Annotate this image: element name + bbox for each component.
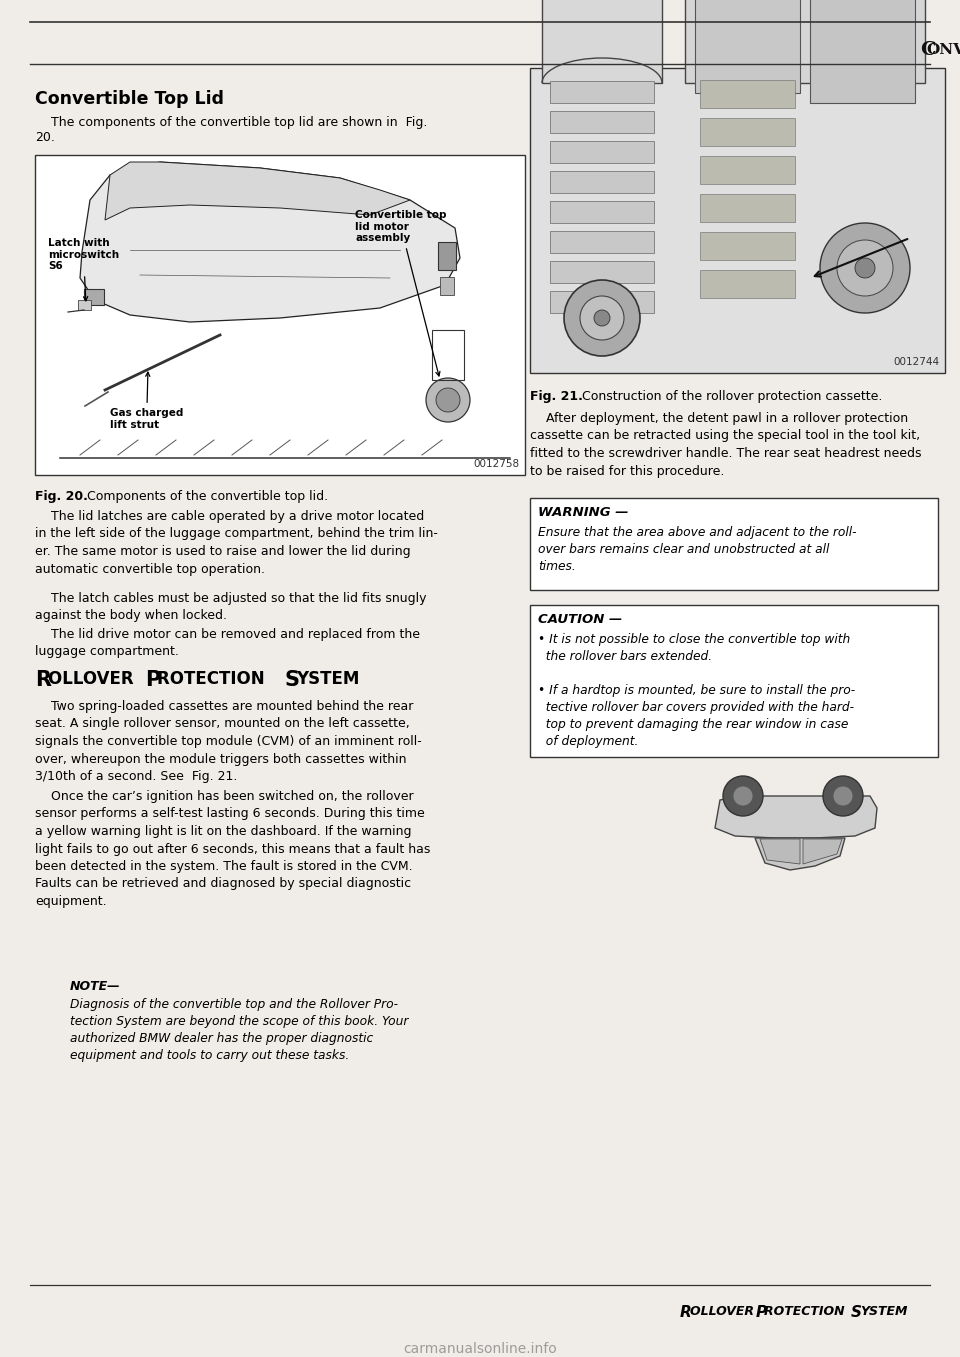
- Text: Convertible Top Lid: Convertible Top Lid: [35, 90, 224, 109]
- Text: ONVERTIBLE: ONVERTIBLE: [926, 43, 960, 57]
- Bar: [542, 0, 662, 83]
- Text: Fig. 20.: Fig. 20.: [35, 490, 88, 503]
- Polygon shape: [715, 797, 877, 839]
- Bar: [432, 330, 464, 380]
- Text: CAUTION —: CAUTION —: [538, 613, 622, 626]
- Text: Construction of the rollover protection cassette.: Construction of the rollover protection …: [574, 389, 882, 403]
- Text: ROTECTION: ROTECTION: [764, 1305, 849, 1318]
- Text: The latch cables must be adjusted so that the lid fits snugly
against the body w: The latch cables must be adjusted so tha…: [35, 592, 426, 623]
- Bar: [35, 155, 525, 475]
- Text: • It is not possible to close the convertible top with
  the rollover bars exten: • It is not possible to close the conver…: [538, 632, 855, 748]
- Circle shape: [823, 776, 863, 816]
- Bar: [530, 605, 938, 757]
- Bar: [438, 242, 456, 270]
- Bar: [700, 80, 795, 109]
- Circle shape: [837, 240, 893, 296]
- Polygon shape: [803, 839, 842, 864]
- Text: WARNING —: WARNING —: [538, 506, 629, 518]
- Text: R: R: [35, 670, 51, 689]
- Bar: [700, 156, 795, 185]
- Text: YSTEM: YSTEM: [296, 670, 359, 688]
- Text: C: C: [920, 41, 936, 58]
- Bar: [700, 232, 795, 261]
- Text: Fig. 21.: Fig. 21.: [530, 389, 583, 403]
- Circle shape: [855, 258, 875, 278]
- Bar: [550, 171, 654, 193]
- Text: The lid drive motor can be removed and replaced from the
luggage compartment.: The lid drive motor can be removed and r…: [35, 628, 420, 658]
- Circle shape: [733, 786, 753, 806]
- Polygon shape: [105, 161, 410, 220]
- Text: Diagnosis of the convertible top and the Rollover Pro-
tection System are beyond: Diagnosis of the convertible top and the…: [70, 997, 408, 1063]
- Polygon shape: [755, 839, 845, 870]
- Bar: [700, 118, 795, 147]
- Bar: [685, 0, 925, 83]
- Text: Ensure that the area above and adjacent to the roll-
over bars remains clear and: Ensure that the area above and adjacent …: [538, 527, 856, 573]
- Circle shape: [564, 280, 640, 356]
- Text: The lid latches are cable operated by a drive motor located
in the left side of : The lid latches are cable operated by a …: [35, 510, 438, 575]
- Text: 0012758: 0012758: [473, 459, 519, 470]
- Circle shape: [426, 379, 470, 422]
- Text: P: P: [756, 1305, 767, 1320]
- Bar: [700, 194, 795, 223]
- Text: Gas charged
lift strut: Gas charged lift strut: [110, 372, 183, 430]
- Circle shape: [594, 309, 610, 326]
- Text: S: S: [851, 1305, 862, 1320]
- Circle shape: [436, 388, 460, 413]
- Text: Once the car’s ignition has been switched on, the rollover
sensor performs a sel: Once the car’s ignition has been switche…: [35, 790, 430, 908]
- Text: S: S: [285, 670, 300, 689]
- Bar: [550, 261, 654, 284]
- Text: Latch with
microswitch
S6: Latch with microswitch S6: [48, 237, 119, 301]
- Text: 0012744: 0012744: [893, 357, 939, 366]
- Polygon shape: [760, 839, 800, 864]
- Bar: [550, 81, 654, 103]
- Bar: [550, 141, 654, 163]
- Text: The components of the convertible top lid are shown in  Fig.: The components of the convertible top li…: [35, 115, 427, 129]
- Text: 20.: 20.: [35, 132, 55, 144]
- Bar: [550, 290, 654, 313]
- Bar: [700, 270, 795, 299]
- Circle shape: [820, 223, 910, 313]
- Text: P: P: [145, 670, 160, 689]
- Circle shape: [580, 296, 624, 341]
- Text: NOTE—: NOTE—: [70, 980, 121, 993]
- Text: carmanualsonline.info: carmanualsonline.info: [403, 1342, 557, 1356]
- Bar: [530, 498, 938, 590]
- Text: OLLOVER: OLLOVER: [690, 1305, 758, 1318]
- Bar: [84, 289, 104, 305]
- Circle shape: [723, 776, 763, 816]
- Text: After deployment, the detent pawl in a rollover protection
cassette can be retra: After deployment, the detent pawl in a r…: [530, 413, 922, 478]
- Bar: [530, 68, 945, 373]
- Text: Convertible top
lid motor
assembly: Convertible top lid motor assembly: [355, 210, 446, 376]
- Polygon shape: [80, 161, 460, 322]
- Bar: [550, 111, 654, 133]
- Bar: [550, 201, 654, 223]
- Text: YSTEM: YSTEM: [860, 1305, 907, 1318]
- Text: Two spring-loaded cassettes are mounted behind the rear
seat. A single rollover : Two spring-loaded cassettes are mounted …: [35, 700, 421, 783]
- Bar: [550, 231, 654, 252]
- Circle shape: [833, 786, 853, 806]
- Bar: [78, 300, 91, 309]
- Text: OLLOVER: OLLOVER: [48, 670, 139, 688]
- Bar: [695, 0, 800, 94]
- Text: ROTECTION: ROTECTION: [157, 670, 271, 688]
- Bar: [440, 277, 454, 294]
- Text: Components of the convertible top lid.: Components of the convertible top lid.: [79, 490, 328, 503]
- Text: R: R: [680, 1305, 692, 1320]
- Bar: [810, 0, 915, 103]
